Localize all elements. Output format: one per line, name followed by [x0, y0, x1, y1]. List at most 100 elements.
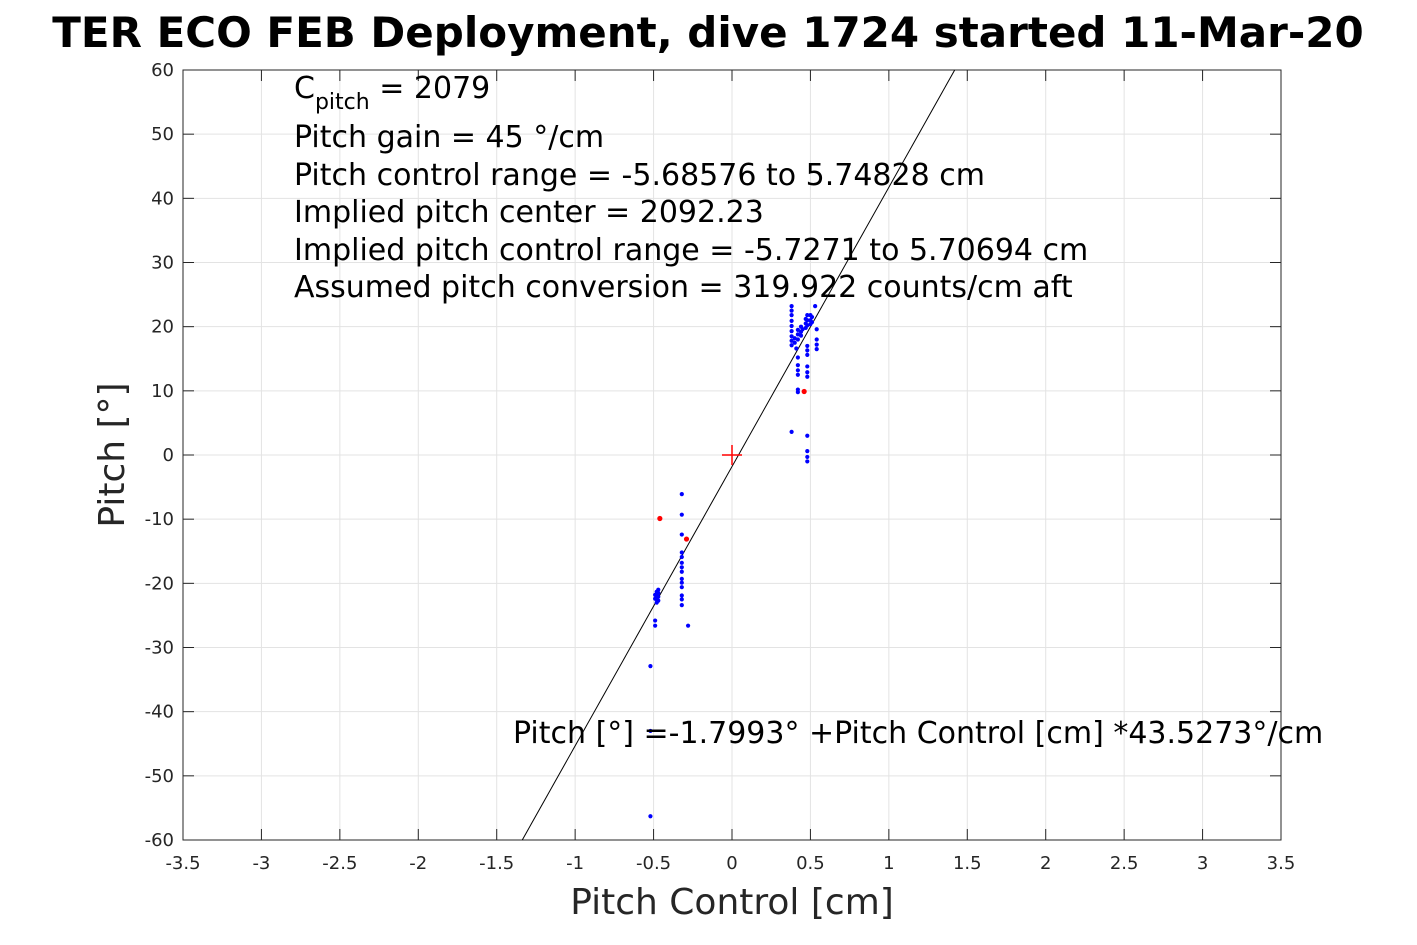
data-point-blue [653, 592, 658, 597]
data-point-blue [685, 623, 691, 628]
data-point-blue [814, 337, 819, 342]
data-point-blue [795, 332, 800, 337]
data-point-blue [679, 565, 684, 570]
data-point-red [683, 536, 690, 542]
cpitch-annotation: Cpitch = 2079 [294, 71, 490, 115]
data-point-blue [679, 569, 684, 574]
annotation-assumed-pitch-conversion: Assumed pitch conversion = 319.922 count… [294, 270, 1073, 305]
y-tick-label: 10 [151, 381, 174, 402]
x-tick-label: -2.5 [322, 853, 357, 874]
data-point-blue [805, 313, 810, 318]
y-tick-label: -40 [145, 702, 174, 723]
data-point-blue [648, 728, 653, 734]
data-point-blue [805, 370, 810, 375]
data-point-blue [679, 560, 684, 565]
data-point-blue [789, 343, 794, 348]
data-point-blue [814, 327, 819, 332]
data-point-blue [809, 314, 815, 320]
x-tick-label: 1.5 [953, 853, 982, 874]
data-point-blue [805, 348, 810, 353]
x-tick-label: 3.5 [1267, 853, 1296, 874]
y-tick-label: 60 [151, 60, 174, 81]
y-tick-label: 20 [151, 317, 174, 338]
y-tick-label: -20 [145, 573, 174, 594]
data-point-blue [795, 368, 800, 373]
x-tick-label: -1 [566, 853, 584, 874]
y-tick-label: 40 [151, 188, 174, 209]
center-marker-group [722, 445, 742, 465]
x-tick-label: 0.5 [796, 853, 825, 874]
data-point-blue [792, 340, 797, 345]
x-tick-label: -0.5 [636, 853, 671, 874]
x-tick-label: 2 [1040, 853, 1051, 874]
data-point-blue [679, 597, 684, 602]
data-point-blue [814, 342, 819, 347]
data-point-blue [789, 329, 794, 334]
data-point-blue [653, 596, 658, 601]
y-tick-label: -10 [145, 509, 174, 530]
data-point-red [657, 515, 663, 522]
data-point-blue [795, 363, 800, 368]
data-point-blue [648, 814, 653, 819]
data-point-blue [795, 327, 800, 332]
x-tick-label: 0 [726, 853, 737, 874]
data-point-blue [679, 554, 684, 560]
data-point-blue [805, 323, 810, 328]
y-tick-label: -50 [145, 766, 174, 787]
x-tick-label: -3.5 [165, 853, 200, 874]
data-point-blue [805, 454, 810, 460]
data-point-blue [813, 304, 818, 309]
data-point-blue [805, 364, 810, 369]
x-tick-label: 3 [1197, 853, 1208, 874]
x-tick-label: -1.5 [479, 853, 514, 874]
data-point-blue [795, 390, 800, 395]
data-point-blue [805, 459, 810, 464]
data-point-blue [679, 532, 684, 537]
data-point-blue [805, 343, 810, 349]
x-tick-label: 2.5 [1110, 853, 1139, 874]
data-point-blue [789, 313, 794, 318]
data-point-blue [679, 580, 684, 585]
data-point-blue [789, 318, 794, 323]
cpitch-value: = 2079 [370, 71, 491, 106]
data-point-blue [795, 372, 800, 377]
annotation-pitch-gain: Pitch gain = 45 °/cm [294, 120, 604, 155]
data-point-blue [795, 337, 800, 342]
data-point-blue [679, 585, 684, 590]
data-point-blue [654, 600, 659, 605]
data-point-red [801, 388, 807, 395]
data-point-blue [679, 550, 684, 555]
x-tick-label: -3 [252, 853, 270, 874]
data-point-blue [805, 433, 810, 438]
data-point-blue [789, 334, 794, 339]
data-points [648, 304, 819, 819]
data-point-blue [805, 318, 810, 323]
x-axis-label: Pitch Control [cm] [570, 882, 894, 923]
data-point-blue [800, 327, 805, 332]
y-tick-label: -30 [145, 638, 174, 659]
annotation-implied-pitch-center: Implied pitch center = 2092.23 [294, 195, 764, 230]
data-point-blue [679, 512, 684, 517]
data-point-blue [794, 346, 799, 351]
fit-equation-label: Pitch [°] =-1.7993° +Pitch Control [cm] … [513, 716, 1323, 751]
data-point-blue [653, 623, 658, 628]
data-point-blue [789, 429, 794, 434]
y-axis-ticks: -60 -50 -40 -30 -20 -10 0 10 20 30 40 50 60 [145, 60, 1281, 851]
annotation-implied-pitch-control-range: Implied pitch control range = -5.7271 to… [294, 233, 1088, 268]
data-point-blue [805, 374, 810, 379]
data-point-blue [798, 333, 804, 338]
x-axis-ticks: -3.5 -3 -2.5 -2 -1.5 -1 -0.5 0 0.5 1 1.5 2 2.5 3 3.5 [165, 70, 1295, 874]
chart-title: TER ECO FEB Deployment, dive 1724 starte… [52, 8, 1363, 57]
data-point-blue [795, 355, 800, 360]
data-point-blue [789, 304, 794, 309]
cpitch-symbol: C [294, 71, 315, 106]
data-point-blue [648, 664, 653, 669]
cpitch-subscript: pitch [315, 90, 370, 115]
data-point-blue [679, 576, 684, 581]
data-point-blue [679, 593, 684, 598]
data-point-blue [809, 320, 815, 325]
data-point-blue [805, 449, 810, 454]
data-point-blue [789, 323, 794, 329]
data-point-blue [679, 603, 684, 608]
